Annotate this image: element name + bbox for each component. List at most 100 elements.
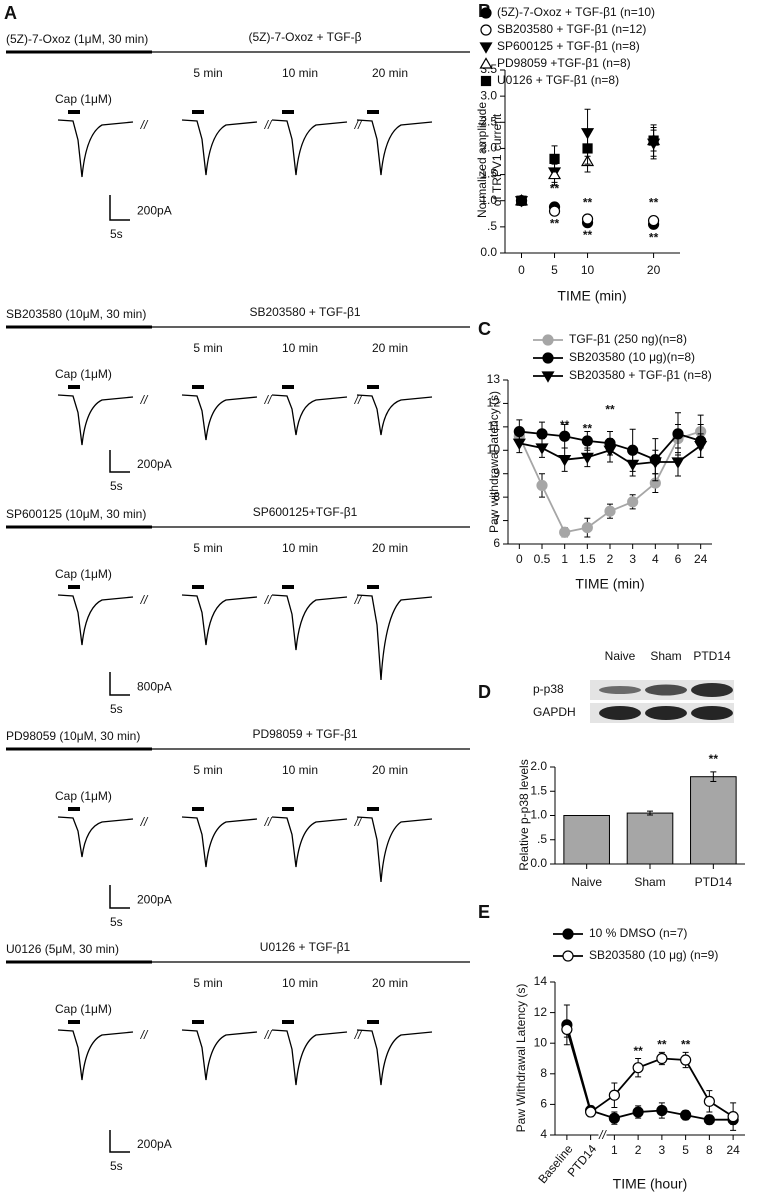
legend-marker <box>480 75 492 87</box>
legend-marker <box>562 928 574 940</box>
data-point <box>671 457 685 469</box>
blot-band <box>599 686 641 694</box>
current-trace <box>271 1029 348 1086</box>
error-bar <box>647 810 653 816</box>
stimulus-label: Cap (1μM) <box>55 789 112 803</box>
x-tick-label: 3 <box>659 1143 666 1157</box>
time-label: 20 min <box>372 341 408 355</box>
time-label: 5 min <box>193 341 222 355</box>
x-tick-label: 0.5 <box>534 552 551 566</box>
significance-mark: ** <box>583 228 593 242</box>
break-mark: // <box>354 1028 363 1042</box>
data-point <box>558 455 572 467</box>
x-tick-label: Sham <box>634 875 665 889</box>
legend-marker <box>562 950 574 962</box>
legend-label: SP600125 + TGF-β1 (n=8) <box>497 39 640 53</box>
time-scale-label: 5s <box>110 702 123 716</box>
x-tick-label: PTD14 <box>695 875 733 889</box>
legend-marker <box>479 42 493 54</box>
current-trace <box>57 816 134 858</box>
x-tick-label: 24 <box>694 552 708 566</box>
data-point <box>547 167 562 180</box>
current-scale-label: 200pA <box>137 893 172 907</box>
legend-label: SB203580 (10 μg)(n=8) <box>569 350 695 364</box>
x-tick-label: 5 <box>551 263 558 277</box>
data-point <box>648 457 662 469</box>
data-point <box>703 1095 715 1107</box>
legend-marker <box>480 7 492 19</box>
data-point <box>608 1112 620 1124</box>
bar <box>563 815 610 865</box>
data-point <box>581 521 593 534</box>
treatment-label: SB203580 + TGF-β1 <box>249 305 360 319</box>
data-point <box>580 452 594 465</box>
y-tick-label: 1.5 <box>480 167 497 181</box>
x-tick-label: 0 <box>518 263 525 277</box>
blot-band <box>645 706 687 720</box>
blot-band <box>599 706 641 720</box>
y-tick-label: 2.5 <box>480 114 497 128</box>
time-label: 10 min <box>282 66 318 80</box>
data-point <box>559 526 571 538</box>
break-mark: // <box>354 393 363 407</box>
x-axis-label: TIME (hour) <box>613 1176 688 1192</box>
legend-label: SB203580 + TGF-β1 (n=8) <box>569 368 712 382</box>
data-point <box>604 505 616 517</box>
break-mark: // <box>264 1028 273 1042</box>
data-point <box>581 435 593 447</box>
panel-label: E <box>478 902 490 922</box>
x-tick-label: 1 <box>561 552 568 566</box>
x-tick-label: 3 <box>629 552 636 566</box>
time-scale-label: 5s <box>110 915 123 929</box>
y-tick-label: 4 <box>540 1127 547 1141</box>
time-label: 10 min <box>282 341 318 355</box>
time-label: 20 min <box>372 541 408 555</box>
scale-bar <box>109 885 130 909</box>
axis-break: // <box>598 1128 607 1142</box>
x-axis-label: TIME (min) <box>575 576 644 592</box>
current-trace <box>356 119 433 176</box>
x-tick-label: 2 <box>607 552 614 566</box>
y-tick-label: .5 <box>487 219 497 233</box>
current-trace <box>57 1029 134 1081</box>
significance-mark: ** <box>583 196 593 210</box>
data-point <box>648 135 659 146</box>
y-tick-label: 13 <box>487 372 501 386</box>
significance-mark: ** <box>657 1038 667 1052</box>
significance-mark: ** <box>550 216 560 230</box>
pretreatment-label: SP600125 (10μM, 30 min) <box>6 507 146 521</box>
treatment-label: U0126 + TGF-β1 <box>260 940 351 954</box>
significance-mark: ** <box>605 403 615 417</box>
x-tick-label: 5 <box>682 1143 689 1157</box>
data-point <box>561 1023 573 1036</box>
data-point <box>647 214 660 227</box>
break-mark: // <box>140 393 149 407</box>
y-axis-label: Paw withdrawal latency (s) <box>487 391 501 533</box>
break-mark: // <box>140 815 149 829</box>
legend-marker <box>542 334 554 346</box>
treatment-label: SP600125+TGF-β1 <box>253 505 358 519</box>
break-mark: // <box>354 593 363 607</box>
current-trace <box>356 594 433 681</box>
data-point <box>559 430 571 442</box>
x-tick-label: 4 <box>652 552 659 566</box>
y-tick-label: 7 <box>493 513 500 527</box>
panel-label: A <box>4 3 17 23</box>
legend-label: SB203580 + TGF-β1 (n=12) <box>497 22 646 36</box>
legend-marker <box>542 352 554 364</box>
data-point <box>549 153 560 164</box>
time-label: 5 min <box>193 763 222 777</box>
y-tick-label: 9 <box>493 466 500 480</box>
stimulus-label: Cap (1μM) <box>55 367 112 381</box>
data-point <box>608 1089 620 1101</box>
time-scale-label: 5s <box>110 227 123 241</box>
time-label: 20 min <box>372 976 408 990</box>
y-tick-label: 1.5 <box>530 783 547 797</box>
y-tick-label: 10 <box>534 1035 548 1049</box>
current-scale-label: 200pA <box>137 457 172 471</box>
y-tick-label: .5 <box>537 832 547 846</box>
scale-bar <box>109 195 130 221</box>
x-tick-label: 24 <box>726 1143 740 1157</box>
data-point <box>632 1062 644 1074</box>
y-axis-label: of TRPV1 current <box>490 113 504 206</box>
